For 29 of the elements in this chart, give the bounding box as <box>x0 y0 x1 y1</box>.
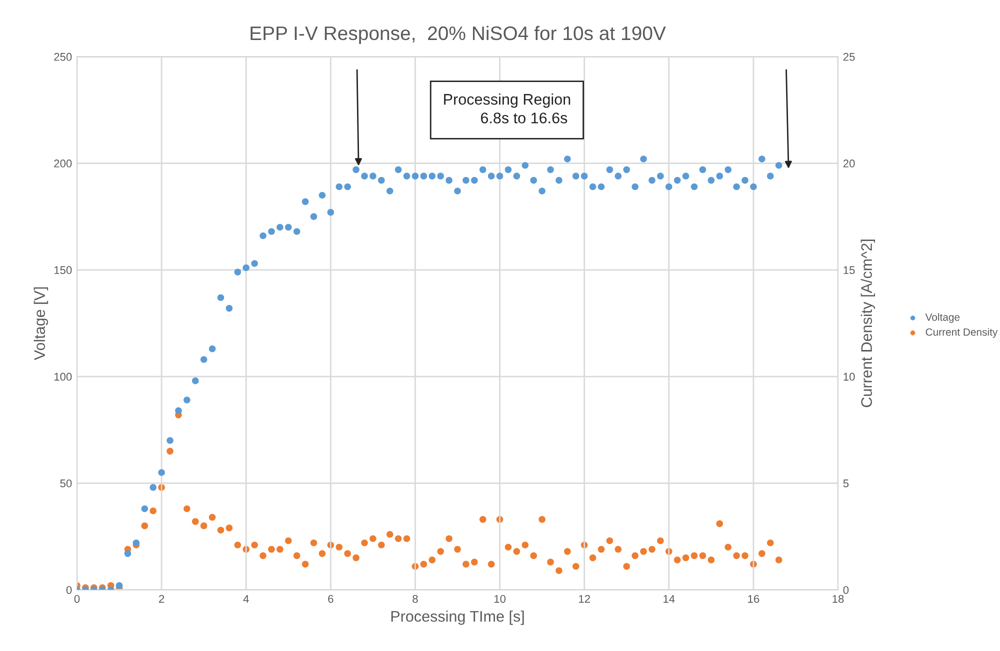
annotation: Processing Region 6.8s to 16.6s <box>444 94 570 124</box>
x-tick-label: 4 <box>243 595 249 603</box>
y2-tick-label: 15 <box>844 266 855 274</box>
y2-tick-label: 5 <box>843 480 849 488</box>
x-tick-label: 0 <box>74 594 80 603</box>
y2-tick-label: 10 <box>844 372 855 381</box>
y-tick-label: 100 <box>54 372 72 381</box>
x-tick-label: 8 <box>412 594 418 603</box>
chart-title: EPP I-V Response, 20% NiSO4 for 10s at 190V <box>250 26 666 44</box>
y2-axis-title: Current Density [A/cm^2] <box>860 240 876 408</box>
legend-label: Voltage <box>925 313 960 323</box>
y-tick-label: 250 <box>54 52 72 61</box>
y2-tick-label: 0 <box>843 586 849 594</box>
x-tick-label: 6 <box>328 594 334 603</box>
y-tick-label: 150 <box>54 266 72 274</box>
x-tick-label: 2 <box>159 594 164 603</box>
y-tick-label: 0 <box>66 586 72 594</box>
x-tick-label: 14 <box>664 595 675 603</box>
y2-tick-label: 25 <box>843 52 855 61</box>
legend-label: Current Density <box>926 328 998 338</box>
y-tick-label: 50 <box>60 479 72 488</box>
y2-tick-label: 20 <box>843 160 855 168</box>
x-tick-label: 16 <box>748 594 760 603</box>
y-axis-title: Voltage [V] <box>34 287 48 360</box>
x-tick-label: 12 <box>579 594 590 603</box>
x-tick-label: 10 <box>494 594 506 603</box>
x-tick-label: 18 <box>832 594 844 603</box>
y-tick-label: 200 <box>54 160 72 168</box>
x-axis-title: Processing TIme [s] <box>391 610 524 625</box>
